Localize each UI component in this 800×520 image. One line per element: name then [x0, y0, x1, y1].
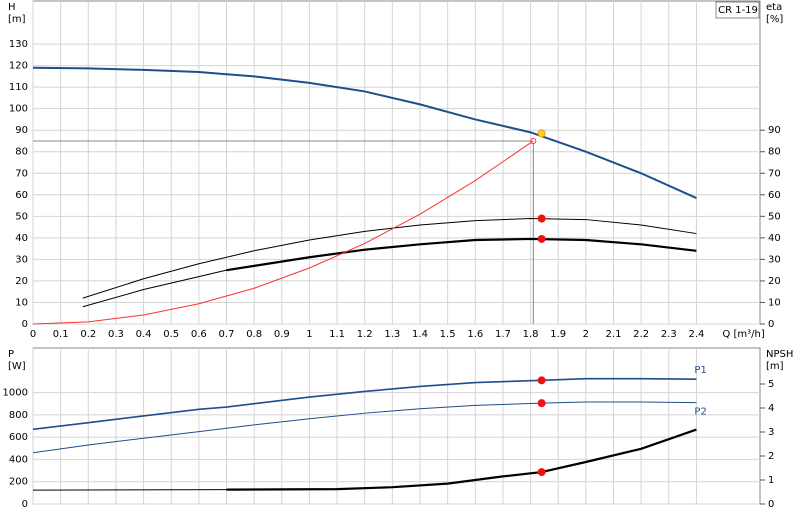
- y-tick-label: 20: [15, 276, 28, 287]
- x-tick-label: 2: [583, 329, 589, 340]
- y2-tick-label: 20: [768, 276, 781, 287]
- y2-tick-label: 0: [768, 499, 774, 510]
- x-tick-label: 0.4: [136, 329, 152, 340]
- plot-area: [32, 347, 761, 505]
- y2-tick-label: 3: [768, 427, 774, 438]
- y-tick-label: 110: [9, 82, 28, 93]
- y2-tick-label: 50: [768, 211, 781, 222]
- y2-axis-label: eta: [766, 2, 782, 13]
- y-tick-label: 80: [15, 147, 28, 158]
- operating-point: [537, 399, 546, 408]
- x-tick-label: 0: [30, 329, 36, 340]
- y-tick-label: 70: [15, 168, 28, 179]
- series-line: [32, 377, 697, 431]
- x-tick-label: 1.5: [440, 329, 456, 340]
- plot-area: [32, 0, 761, 325]
- y2-tick-label: 30: [768, 254, 781, 265]
- y-tick-label: 100: [9, 104, 28, 115]
- y2-axis-label: NPSH: [766, 349, 793, 360]
- operating-point: [537, 214, 546, 223]
- y2-axis-unit: [%]: [766, 14, 783, 25]
- y2-tick-label: 5: [768, 379, 774, 390]
- y-tick-label: 10: [15, 297, 28, 308]
- y-tick-label: 40: [15, 233, 28, 244]
- operating-point: [537, 468, 546, 477]
- y-tick-label: 1000: [3, 388, 28, 399]
- annotation-box: [715, 1, 760, 19]
- series-line: [226, 237, 697, 272]
- y2-tick-label: 70: [768, 168, 781, 179]
- x-tick-label: 2.3: [661, 329, 677, 340]
- x-tick-label: 0.6: [191, 329, 207, 340]
- x-tick-label: 1.9: [550, 329, 566, 340]
- y2-tick-label: 1: [768, 475, 774, 486]
- series-line: [82, 269, 227, 308]
- x-tick-label: 1.3: [384, 329, 400, 340]
- operating-point: [537, 129, 546, 138]
- operating-point: [537, 376, 546, 385]
- y2-tick-label: 40: [768, 233, 781, 244]
- x-tick-label: 1.4: [412, 329, 428, 340]
- x-tick-label: 2.4: [688, 329, 704, 340]
- y2-tick-label: 90: [768, 125, 781, 136]
- y2-tick-label: 10: [768, 297, 781, 308]
- series-line: [226, 428, 697, 491]
- x-tick-label: 1.2: [357, 329, 373, 340]
- y-tick-label: 130: [9, 39, 28, 50]
- y-tick-label: 30: [15, 254, 28, 265]
- y2-tick-label: 60: [768, 190, 781, 201]
- x-tick-label: 1.1: [329, 329, 345, 340]
- y-tick-label: 400: [9, 454, 28, 465]
- x-tick-label: 0.9: [274, 329, 290, 340]
- series-line: [82, 217, 697, 299]
- y2-tick-label: 2: [768, 451, 774, 462]
- y-tick-label: 0: [22, 499, 28, 510]
- x-tick-label: 1: [306, 329, 312, 340]
- operating-point: [537, 234, 546, 243]
- y2-tick-label: 0: [768, 319, 774, 330]
- y-tick-label: 60: [15, 190, 28, 201]
- y-tick-label: 800: [9, 410, 28, 421]
- x-tick-label: 0.5: [163, 329, 179, 340]
- x-tick-label: 1.8: [523, 329, 539, 340]
- y2-tick-label: 4: [768, 403, 774, 414]
- x-tick-label: 0.7: [219, 329, 235, 340]
- y-axis-unit: [W]: [8, 361, 26, 372]
- y-tick-label: 90: [15, 125, 28, 136]
- x-tick-label: 0.8: [246, 329, 262, 340]
- series-line: [32, 401, 697, 454]
- series-label: P1: [694, 365, 706, 376]
- x-tick-label: 1.6: [467, 329, 483, 340]
- y-axis-label: P: [8, 349, 14, 360]
- y-tick-label: 200: [9, 477, 28, 488]
- y-tick-label: 50: [15, 211, 28, 222]
- x-axis-label: Q [m³/h]: [722, 329, 764, 340]
- x-tick-label: 2.2: [633, 329, 649, 340]
- y2-axis-unit: [m]: [766, 361, 784, 372]
- y-tick-label: 120: [9, 61, 28, 72]
- x-tick-label: 0.1: [53, 329, 69, 340]
- x-tick-label: 0.2: [80, 329, 96, 340]
- annotation: CR 1-19: [718, 5, 758, 16]
- x-tick-label: 2.1: [606, 329, 622, 340]
- series-line: [32, 66, 697, 199]
- series-label: P2: [694, 407, 706, 418]
- y-axis-unit: [m]: [8, 14, 26, 25]
- y2-tick-label: 80: [768, 147, 781, 158]
- x-tick-label: 1.7: [495, 329, 511, 340]
- y-tick-label: 600: [9, 432, 28, 443]
- x-tick-label: 0.3: [108, 329, 124, 340]
- y-tick-label: 0: [22, 319, 28, 330]
- y-axis-label: H: [8, 2, 16, 13]
- series-line: [32, 140, 534, 325]
